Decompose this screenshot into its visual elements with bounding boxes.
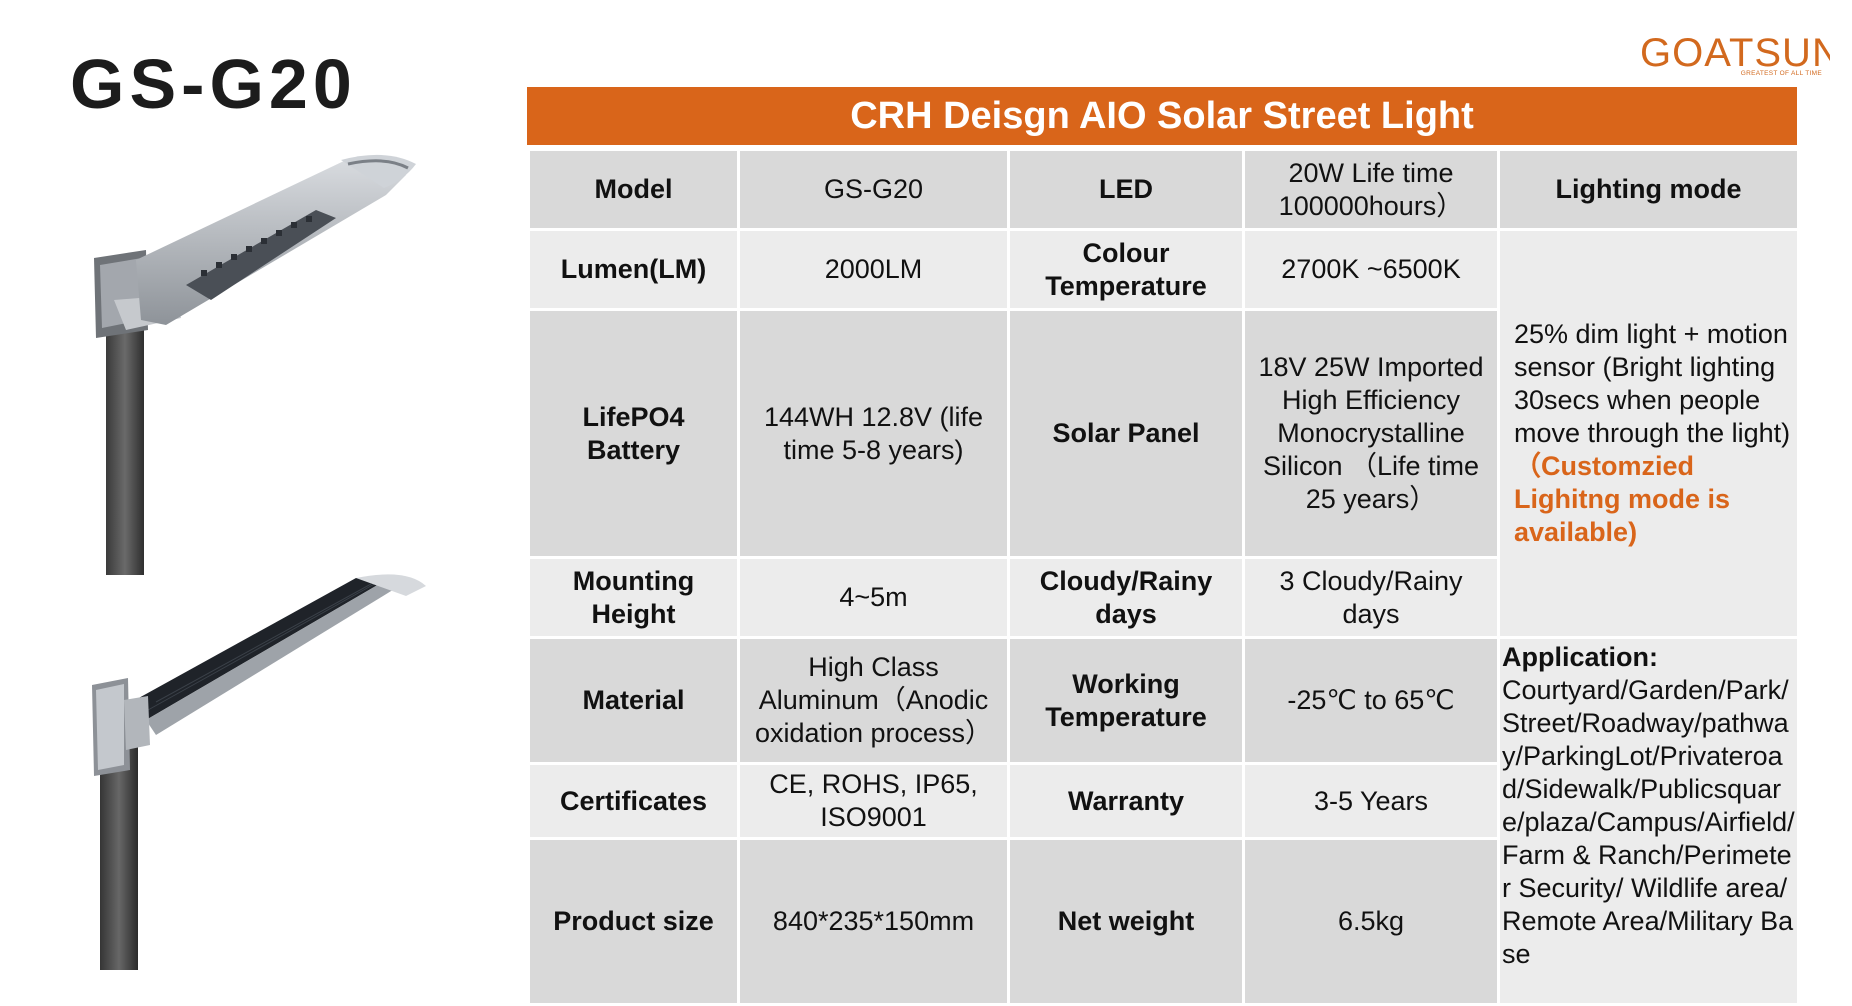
brand-logo-wordmark: GOATSUN: [1640, 31, 1830, 75]
page-title: GS-G20: [70, 45, 357, 123]
spec-value-certificates: CE, ROHS, IP65, ISO9001: [737, 762, 1010, 840]
spec-value-led: 20W Life time 100000hours）: [1242, 148, 1500, 231]
spec-label-product-size: Product size: [527, 837, 740, 1006]
brand-tagline: GREATEST OF ALL TIME: [1740, 70, 1822, 77]
table-row: Certificates CE, ROHS, IP65, ISO9001 War…: [527, 762, 1799, 840]
spec-label-model: Model: [527, 148, 740, 231]
spec-value-colour-temperature: 2700K ~6500K: [1242, 228, 1500, 311]
lighting-mode-description: 25% dim light + motion sensor (Bright li…: [1497, 228, 1800, 639]
lighting-mode-text: 25% dim light + motion sensor (Bright li…: [1514, 319, 1791, 448]
spec-table: Model GS-G20 LED 20W Life time 100000hou…: [527, 148, 1800, 1006]
spec-value-working-temperature: -25℃ to 65℃: [1242, 636, 1500, 765]
pole-icon: [106, 300, 144, 575]
spec-label-working-temperature: Working Temperature: [1007, 636, 1245, 765]
spec-value-model: GS-G20: [737, 148, 1010, 231]
spec-value-product-size: 840*235*150mm: [737, 837, 1010, 1006]
street-light-top-image: [94, 154, 416, 575]
lighting-mode-header: Lighting mode: [1497, 148, 1800, 231]
spec-value-cloudy-days: 3 Cloudy/Rainy days: [1242, 556, 1500, 639]
spec-value-lumen: 2000LM: [737, 228, 1010, 311]
brand-logo: GOATSUN GREATEST OF ALL TIME: [1640, 28, 1830, 78]
table-row: Model GS-G20 LED 20W Life time 100000hou…: [527, 148, 1800, 231]
table-row: Product size 840*235*150mm Net weight 6.…: [527, 837, 1799, 1006]
spec-sheet: CRH Deisgn AIO Solar Street Light Model …: [527, 87, 1800, 1006]
spec-label-lumen: Lumen(LM): [527, 228, 740, 311]
application-cell: Application: Courtyard/Garden/Park/Stree…: [1497, 636, 1800, 1006]
street-light-bottom-image: [92, 574, 426, 970]
table-row: Lumen(LM) 2000LM Colour Temperature 2700…: [527, 228, 1800, 639]
spec-value-mounting-height: 4~5m: [737, 556, 1010, 639]
application-text: Courtyard/Garden/Park/Street/Roadway/pat…: [1502, 675, 1795, 969]
spec-label-led: LED: [1007, 148, 1245, 231]
spec-label-warranty: Warranty: [1007, 762, 1245, 840]
lighting-mode-note: （Customzied Lighitng mode is available): [1514, 451, 1730, 547]
spec-banner-title: CRH Deisgn AIO Solar Street Light: [527, 87, 1797, 145]
spec-value-net-weight: 6.5kg: [1242, 837, 1500, 1006]
spec-value-battery: 144WH 12.8V (life time 5-8 years): [737, 308, 1010, 559]
table-row: Mounting Height 4~5m Cloudy/Rainy days 3…: [527, 556, 1799, 639]
spec-label-net-weight: Net weight: [1007, 837, 1245, 1006]
spec-value-material: High Class Aluminum（Anodic oxidation pro…: [737, 636, 1010, 765]
spec-label-cloudy-days: Cloudy/Rainy days: [1007, 556, 1245, 639]
table-row: Material High Class Aluminum（Anodic oxid…: [527, 636, 1800, 1006]
spec-label-material: Material: [527, 636, 740, 765]
spec-label-mounting-height: Mounting Height: [527, 556, 740, 639]
spec-label-colour-temperature: Colour Temperature: [1007, 228, 1245, 311]
spec-label-certificates: Certificates: [527, 762, 740, 840]
spec-label-battery: LifePO4 Battery: [527, 308, 740, 559]
spec-value-solar-panel: 18V 25W Imported High Efficiency Monocry…: [1242, 308, 1500, 559]
application-label: Application:: [1502, 642, 1658, 672]
table-row: LifePO4 Battery 144WH 12.8V (life time 5…: [527, 308, 1799, 559]
spec-label-solar-panel: Solar Panel: [1007, 308, 1245, 559]
spec-value-warranty: 3-5 Years: [1242, 762, 1500, 840]
